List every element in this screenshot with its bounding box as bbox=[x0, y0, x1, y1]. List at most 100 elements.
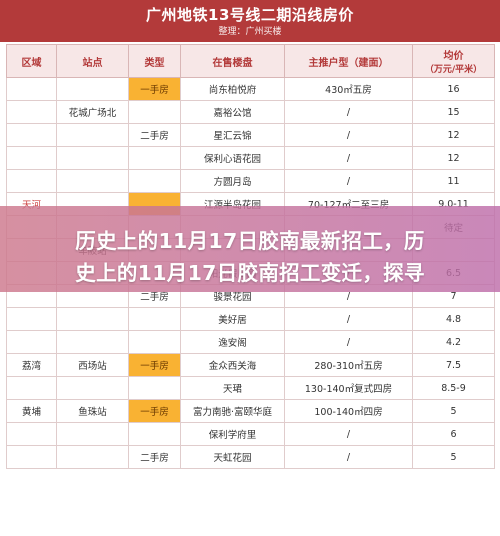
cell-layout: 430㎡五房 bbox=[284, 77, 413, 101]
headline-line-2: 史上的11月17日胶南招工变迁，探寻 bbox=[75, 261, 425, 285]
cell-type bbox=[128, 146, 181, 170]
col-estate: 在售楼盘 bbox=[180, 44, 285, 78]
cell-district bbox=[6, 376, 57, 400]
cell-estate: 嘉裕公馆 bbox=[180, 100, 285, 124]
cell-estate: 天虹花园 bbox=[180, 445, 285, 469]
cell-estate: 星汇云锦 bbox=[180, 123, 285, 147]
cell-station bbox=[56, 169, 129, 193]
cell-district bbox=[6, 330, 57, 354]
cell-estate: 富力南驰·富颐华庭 bbox=[180, 399, 285, 423]
table-row: 天珺 130-140㎡复式四房 8.5-9 bbox=[6, 376, 495, 400]
cell-type bbox=[128, 100, 181, 124]
cell-estate: 方圆月岛 bbox=[180, 169, 285, 193]
cell-district bbox=[6, 146, 57, 170]
cell-district bbox=[6, 445, 57, 469]
cell-layout: / bbox=[284, 146, 413, 170]
cell-station bbox=[56, 445, 129, 469]
headline-line-1: 历史上的11月17日胶南最新招工，历 bbox=[75, 229, 425, 253]
cell-district bbox=[6, 123, 57, 147]
cell-price: 12 bbox=[412, 146, 495, 170]
cell-layout: / bbox=[284, 445, 413, 469]
table-row: 方圆月岛/11 bbox=[6, 169, 495, 193]
cell-type bbox=[128, 169, 181, 193]
cell-station bbox=[56, 422, 129, 446]
cell-district bbox=[6, 422, 57, 446]
cell-estate: 逸安阁 bbox=[180, 330, 285, 354]
cell-layout: / bbox=[284, 100, 413, 124]
cell-layout: / bbox=[284, 330, 413, 354]
cell-station bbox=[56, 146, 129, 170]
cell-station: 鱼珠站 bbox=[56, 399, 129, 423]
cell-estate: 美好居 bbox=[180, 307, 285, 331]
cell-station bbox=[56, 330, 129, 354]
table-head-row: 区域 站点 类型 在售楼盘 主推户型（建面） 均价 （万元/平米） bbox=[6, 44, 495, 78]
cell-type: 二手房 bbox=[128, 445, 181, 469]
table-header-banner: 广州地铁13号线二期沿线房价 整理：广州买楼 bbox=[0, 0, 500, 42]
cell-price: 11 bbox=[412, 169, 495, 193]
table-row: 二手房 星汇云锦/12 bbox=[6, 123, 495, 147]
table-row: 花城广场北 嘉裕公馆/15 bbox=[6, 100, 495, 124]
cell-layout: 130-140㎡复式四房 bbox=[284, 376, 413, 400]
cell-price: 5 bbox=[412, 445, 495, 469]
table-subtitle: 整理：广州买楼 bbox=[218, 27, 282, 37]
cell-district bbox=[6, 100, 57, 124]
cell-layout: / bbox=[284, 422, 413, 446]
col-price: 均价 （万元/平米） bbox=[412, 44, 495, 78]
cell-type bbox=[128, 307, 181, 331]
cell-type: 一手房 bbox=[128, 353, 181, 377]
table-row: 一手房 尚东柏悦府 430㎡五房 16 bbox=[6, 77, 495, 101]
cell-station bbox=[56, 307, 129, 331]
cell-station: 西场站 bbox=[56, 353, 129, 377]
cell-estate: 金众西关海 bbox=[180, 353, 285, 377]
col-type: 类型 bbox=[128, 44, 181, 78]
cell-type bbox=[128, 330, 181, 354]
cell-price: 12 bbox=[412, 123, 495, 147]
cell-district bbox=[6, 77, 57, 101]
cell-price: 15 bbox=[412, 100, 495, 124]
cell-price: 8.5-9 bbox=[412, 376, 495, 400]
cell-price: 6 bbox=[412, 422, 495, 446]
cell-district bbox=[6, 307, 57, 331]
cell-type bbox=[128, 376, 181, 400]
cell-estate: 保利心语花园 bbox=[180, 146, 285, 170]
table-row: 荔湾 西场站 一手房 金众西关海 280-310㎡五房 7.5 bbox=[6, 353, 495, 377]
col-layout: 主推户型（建面） bbox=[284, 44, 413, 78]
table-row: 保利心语花园/12 bbox=[6, 146, 495, 170]
col-price-label: 均价 bbox=[443, 51, 464, 62]
table-row: 黄埔 鱼珠站 一手房 富力南驰·富颐华庭 100-140㎡四房 5 bbox=[6, 399, 495, 423]
cell-price: 4.2 bbox=[412, 330, 495, 354]
cell-price: 16 bbox=[412, 77, 495, 101]
cell-station: 花城广场北 bbox=[56, 100, 129, 124]
cell-station bbox=[56, 77, 129, 101]
cell-type bbox=[128, 422, 181, 446]
cell-district bbox=[6, 169, 57, 193]
cell-price: 5 bbox=[412, 399, 495, 423]
cell-district: 荔湾 bbox=[6, 353, 57, 377]
headline-overlay: 历史上的11月17日胶南最新招工，历 史上的11月17日胶南招工变迁，探寻 bbox=[0, 206, 500, 292]
cell-station bbox=[56, 123, 129, 147]
cell-layout: 100-140㎡四房 bbox=[284, 399, 413, 423]
cell-layout: / bbox=[284, 307, 413, 331]
col-price-unit: （万元/平米） bbox=[424, 65, 483, 75]
cell-estate: 保利学府里 bbox=[180, 422, 285, 446]
table-title: 广州地铁13号线二期沿线房价 bbox=[146, 6, 354, 24]
table-row: 二手房 天虹花园/5 bbox=[6, 445, 495, 469]
cell-station bbox=[56, 376, 129, 400]
cell-type: 一手房 bbox=[128, 399, 181, 423]
cell-layout: 280-310㎡五房 bbox=[284, 353, 413, 377]
table-row: 逸安阁/4.2 bbox=[6, 330, 495, 354]
col-district: 区域 bbox=[6, 44, 57, 78]
table-row: 保利学府里/6 bbox=[6, 422, 495, 446]
cell-district: 黄埔 bbox=[6, 399, 57, 423]
cell-estate: 天珺 bbox=[180, 376, 285, 400]
cell-estate: 尚东柏悦府 bbox=[180, 77, 285, 101]
cell-type: 一手房 bbox=[128, 77, 181, 101]
cell-price: 7.5 bbox=[412, 353, 495, 377]
cell-price: 4.8 bbox=[412, 307, 495, 331]
cell-layout: / bbox=[284, 123, 413, 147]
col-station: 站点 bbox=[56, 44, 129, 78]
cell-type: 二手房 bbox=[128, 123, 181, 147]
table-row: 美好居/4.8 bbox=[6, 307, 495, 331]
cell-layout: / bbox=[284, 169, 413, 193]
